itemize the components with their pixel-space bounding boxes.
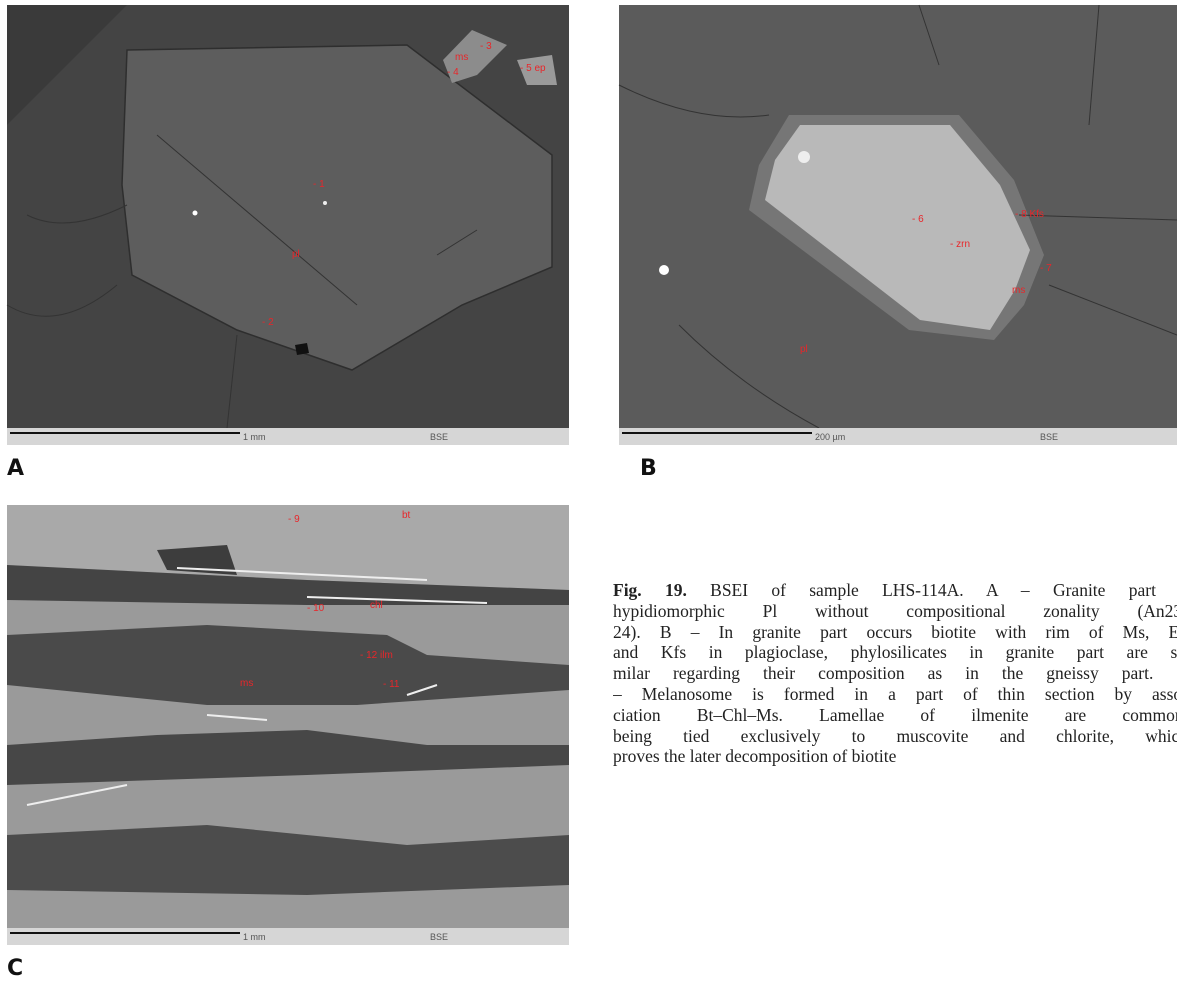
- caption-text: and Kfs in plagioclase, phylosilicates i…: [613, 642, 1177, 662]
- caption-text: ciation Bt–Chl–Ms. Lamellae of ilmenite …: [613, 705, 1177, 725]
- page: 1 mm BSE ms - 3 - 4 - 5 ep - 1 pl - 2 A …: [0, 0, 1177, 981]
- caption-line: – Melanosome is formed in a part of thin…: [613, 684, 1177, 705]
- caption-text: proves the later decomposition of biotit…: [613, 746, 896, 766]
- caption-text: – Melanosome is formed in a part of thin…: [613, 684, 1177, 704]
- panel-c: 1 mm BSE - 9 bt - 10 chl - 12 ilm - 11 m…: [7, 505, 569, 945]
- annotation: - 1: [313, 179, 325, 190]
- caption-line: being tied exclusively to muscovite and …: [613, 726, 1177, 747]
- caption-text: milar regarding their composition as in …: [613, 663, 1177, 683]
- annotation: - 4: [447, 67, 459, 78]
- figure: 1 mm BSE ms - 3 - 4 - 5 ep - 1 pl - 2 A …: [0, 0, 1177, 981]
- annotation: pl: [292, 249, 300, 260]
- scale-label: 200 µm: [815, 432, 845, 442]
- figure-number: Fig. 19.: [613, 580, 687, 600]
- annotation: bt: [402, 510, 411, 521]
- caption-line: hypidiomorphic Pl without compositional …: [613, 601, 1177, 622]
- annotation: chl: [370, 600, 383, 611]
- annotation: - 7: [1040, 263, 1052, 274]
- detector-label: BSE: [1040, 432, 1058, 442]
- panel-label: B: [640, 456, 657, 481]
- caption-line: ciation Bt–Chl–Ms. Lamellae of ilmenite …: [613, 705, 1177, 726]
- annotation: - 10: [307, 603, 325, 614]
- annotation: - 9: [288, 514, 300, 525]
- caption-line: proves the later decomposition of biotit…: [613, 746, 1177, 767]
- detector-label: BSE: [430, 932, 448, 942]
- annotation: - zrn: [950, 239, 970, 250]
- annotation: - 8 Kfs: [1015, 209, 1044, 220]
- panel-a: 1 mm BSE ms - 3 - 4 - 5 ep - 1 pl - 2: [7, 5, 569, 445]
- annotation: - 12 ilm: [360, 650, 393, 661]
- annotation: ms: [1012, 285, 1025, 296]
- annotation: - 2: [262, 317, 274, 328]
- caption-line: 24). B – In granite part occurs biotite …: [613, 622, 1177, 643]
- caption-line: milar regarding their composition as in …: [613, 663, 1177, 684]
- panel-label: C: [7, 956, 23, 981]
- annotation: pl: [800, 344, 808, 355]
- annotation: ms: [240, 678, 253, 689]
- caption-text: BSEI of sample LHS-114A. A – Granite par…: [710, 580, 1177, 600]
- detector-label: BSE: [430, 432, 448, 442]
- scale-label: 1 mm: [243, 932, 266, 942]
- caption-text: being tied exclusively to muscovite and …: [613, 726, 1177, 746]
- caption: Fig. 19. BSEI of sample LHS-114A. A – Gr…: [613, 580, 1177, 767]
- panel-b: 200 µm BSE - 6 - zrn - 8 Kfs - 7 ms pl: [619, 5, 1177, 445]
- annotation: - 5 ep: [520, 63, 546, 74]
- annotation: - 3: [480, 41, 492, 52]
- annotation: - 11: [383, 679, 400, 690]
- caption-line: and Kfs in plagioclase, phylosilicates i…: [613, 642, 1177, 663]
- annotation: ms: [455, 52, 468, 63]
- scale-label: 1 mm: [243, 432, 266, 442]
- panel-label: A: [7, 456, 24, 481]
- caption-line: Fig. 19. BSEI of sample LHS-114A. A – Gr…: [613, 580, 1177, 601]
- annotation: - 6: [912, 214, 924, 225]
- caption-text: hypidiomorphic Pl without compositional …: [613, 601, 1177, 621]
- caption-text: 24). B – In granite part occurs biotite …: [613, 622, 1177, 642]
